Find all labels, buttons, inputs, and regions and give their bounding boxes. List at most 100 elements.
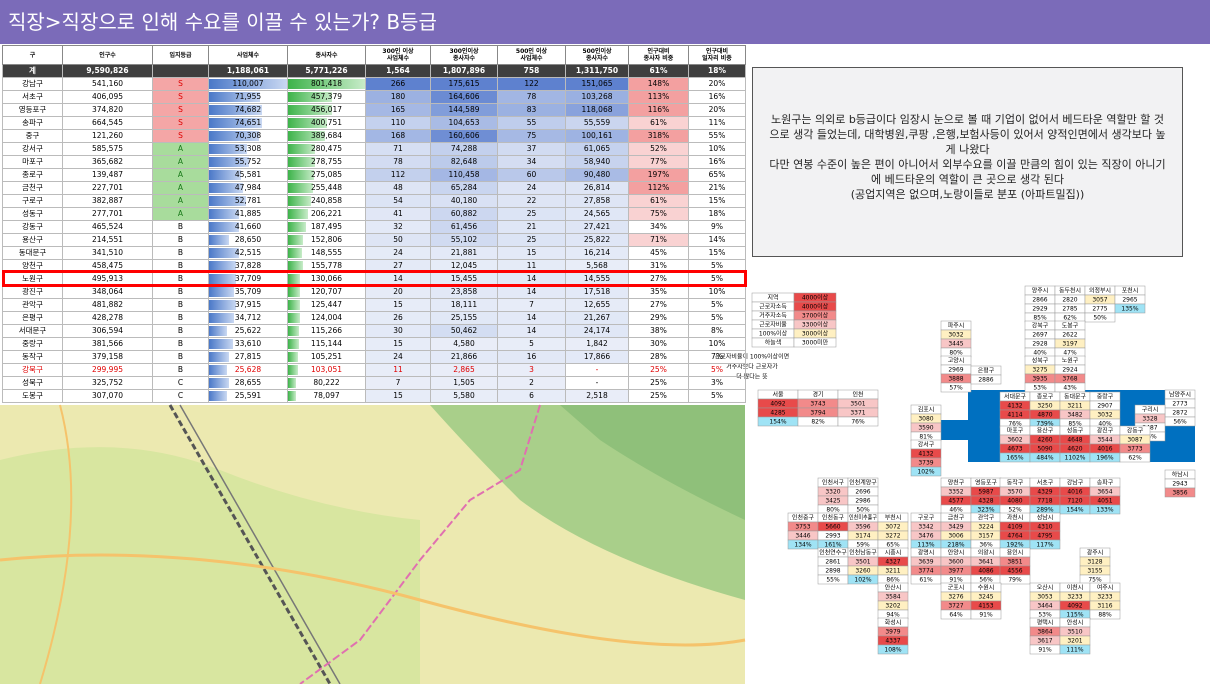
tile-value: 85% <box>1068 421 1082 428</box>
tile-value: 7120 <box>1067 498 1082 505</box>
data-bar <box>209 313 234 323</box>
tile-name: 수원시 <box>978 584 995 592</box>
table-cell: 22 <box>497 194 566 208</box>
cell-text: 32 <box>393 222 403 231</box>
table-cell: 55% <box>688 129 746 143</box>
tile-name: 영등포구 <box>975 479 998 487</box>
cell-text: 강서구 <box>22 144 43 153</box>
table-row: 동작구 379,158 B 27,815 105,251 24 21,866 16 17,866… <box>2 350 746 364</box>
tile-value: 3888 <box>948 376 963 383</box>
tile-name: 인천남동구 <box>849 549 877 557</box>
table-cell: 25% <box>628 363 689 377</box>
cell-text: 42,515 <box>234 248 262 257</box>
legend-label: 지역 <box>767 294 778 302</box>
table-cell: 71 <box>365 142 431 156</box>
table-cell: 206,221 <box>287 207 366 221</box>
tile-name: 강북구 <box>1032 322 1049 330</box>
data-bar <box>209 248 240 258</box>
tile-value: 3856 <box>1172 490 1187 497</box>
cell-text: 110 <box>390 118 406 127</box>
tile-value: 2986 <box>855 498 870 505</box>
table-cell: 124,004 <box>287 311 366 325</box>
cell-text: 21,881 <box>450 248 478 257</box>
cell-text: 130,066 <box>310 274 342 283</box>
cell-text: 41,885 <box>234 209 262 218</box>
tile-value: 3053 <box>1037 594 1052 601</box>
table-cell: 26,814 <box>565 181 629 195</box>
cell-text: 164,606 <box>448 92 480 101</box>
tile-name: 의왕시 <box>978 549 995 557</box>
cell-text: 45,581 <box>234 170 262 179</box>
cell-text: 28,655 <box>234 378 262 387</box>
tile-value: 5090 <box>1037 446 1052 453</box>
cell-text: 37,915 <box>234 300 262 309</box>
cell-text: 20 <box>393 287 403 296</box>
tile-value: 65% <box>886 542 900 549</box>
tile-value: 2785 <box>1062 306 1077 313</box>
cell-text: 강동구 <box>22 222 43 231</box>
table-row: 도봉구 307,070 C 25,591 78,097 15 5,580 6 2,518 25% 5… <box>2 389 746 403</box>
tile-value: 75% <box>1088 577 1102 584</box>
tile-value: 2928 <box>1032 341 1047 348</box>
tile-name: 여주시 <box>1097 584 1114 592</box>
cell-text: 2 <box>529 378 534 387</box>
tile-value: 3352 <box>948 489 963 496</box>
cell-text: 22 <box>526 196 537 205</box>
table-cell: S <box>152 103 209 117</box>
cell-text: 35% <box>650 287 667 296</box>
table-cell: 관악구 <box>2 298 63 312</box>
cell-text: B <box>177 326 184 335</box>
cell-text: 5% <box>711 313 723 322</box>
cell-text: 24,565 <box>583 209 611 218</box>
cell-text: 58,940 <box>583 157 611 166</box>
tile-value: 86% <box>886 577 900 584</box>
cell-text: 325,752 <box>91 378 123 387</box>
tile-value: 289% <box>1036 507 1053 514</box>
tile-value: 3482 <box>1067 412 1082 419</box>
table-cell: 2,518 <box>565 389 629 403</box>
table-cell: C <box>152 389 209 403</box>
table-cell: 10% <box>688 285 746 299</box>
tile-value: 192% <box>1006 542 1023 549</box>
table-row: 서초구 406,095 S 71,955 457,379 180 164,606 78 103,… <box>2 90 746 104</box>
cell-text: 21 <box>526 222 537 231</box>
table-cell: 70,308 <box>208 129 288 143</box>
tile-value: 3544 <box>1097 437 1112 444</box>
cell-text: 10% <box>708 339 726 348</box>
table-cell: 5,568 <box>565 259 629 273</box>
legend-label: 근로자비율 <box>759 321 787 329</box>
table-cell: 45% <box>628 246 689 260</box>
cell-text: 465,524 <box>91 222 123 231</box>
table-cell: 266 <box>365 77 431 91</box>
table-row: 강서구 585,575 A 53,308 280,475 71 74,288 37 61,065… <box>2 142 746 156</box>
table-cell: 164,606 <box>430 90 498 104</box>
tile-value: 55% <box>826 577 840 584</box>
tile-value: 2898 <box>825 568 840 575</box>
cell-text: 17,518 <box>583 287 611 296</box>
cell-text: 18% <box>708 66 726 75</box>
table-cell: 348,064 <box>62 285 153 299</box>
table-cell: 801,418 <box>287 77 366 91</box>
tile-value: 3727 <box>948 603 963 610</box>
column-header: 인구수 <box>62 45 153 65</box>
table-cell <box>152 64 209 78</box>
table-cell: 78 <box>365 155 431 169</box>
tile-value: 3128 <box>1087 559 1102 566</box>
data-bar <box>288 365 298 375</box>
table-cell: 34 <box>497 155 566 169</box>
tile-value: 3654 <box>1097 489 1112 496</box>
cell-text: 155,778 <box>310 261 342 270</box>
column-header: 300인 이상 사업체수 <box>365 45 431 65</box>
tile-value: 111% <box>1066 647 1083 654</box>
cell-text: 종로구 <box>22 170 43 179</box>
tile-value: 4764 <box>1007 533 1022 540</box>
tile-value: 3032 <box>948 332 963 339</box>
table-cell: 187,495 <box>287 220 366 234</box>
cell-text: B <box>177 300 184 309</box>
cell-text: 389,684 <box>310 131 342 140</box>
cell-text: 121,260 <box>91 131 123 140</box>
table-cell: 1,807,896 <box>430 64 498 78</box>
tile-value: 4016 <box>1097 446 1112 453</box>
table-cell: 용산구 <box>2 233 63 247</box>
table-cell: 18% <box>688 64 746 78</box>
